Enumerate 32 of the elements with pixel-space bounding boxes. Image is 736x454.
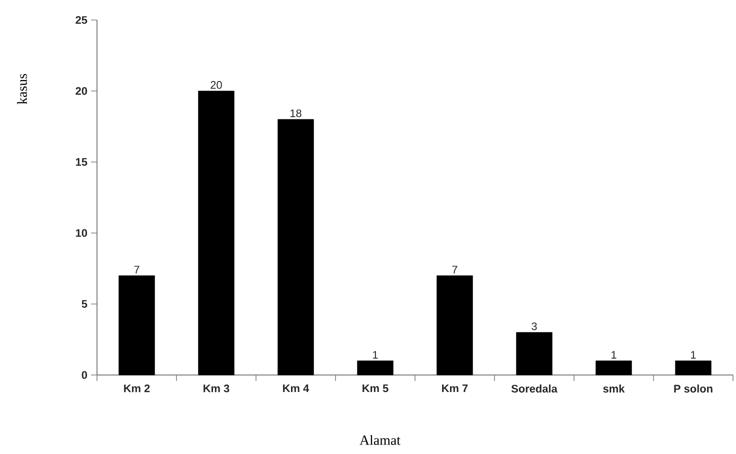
y-tick-label: 10: [76, 229, 88, 237]
y-tick-label: 0: [82, 371, 88, 379]
bar: [516, 332, 552, 376]
x-tick-label: Km 7: [442, 384, 468, 392]
x-tick-label: Km 4: [283, 384, 310, 392]
x-tick-label: smk: [603, 384, 625, 393]
bar: [596, 360, 632, 376]
data-label: 7: [134, 266, 140, 274]
x-tick-label: Soredala: [511, 384, 558, 393]
bar: [357, 360, 394, 376]
data-label: 1: [612, 351, 616, 359]
data-label: 18: [290, 109, 302, 118]
bar: [675, 360, 712, 376]
y-axis-title: kasus: [17, 74, 27, 104]
data-label: 7: [452, 266, 458, 274]
x-tick-label: Km 2: [124, 384, 150, 392]
x-tick-label: P solon: [674, 384, 712, 393]
bar: [118, 275, 155, 376]
x-tick-label: Km 5: [362, 384, 388, 392]
bar: [436, 275, 473, 376]
data-label: 1: [691, 351, 696, 359]
y-tick-label: 20: [76, 87, 88, 95]
data-label: 1: [373, 351, 378, 359]
x-axis-title: Alamat: [360, 435, 400, 445]
bar: [278, 119, 314, 376]
y-tick-label: 5: [82, 300, 88, 308]
x-tick-label: Km 3: [204, 384, 230, 392]
y-tick-label: 25: [76, 16, 88, 24]
bar: [198, 90, 234, 376]
y-tick-label: 15: [76, 158, 88, 166]
data-label: 3: [532, 322, 537, 330]
data-label: 20: [210, 81, 222, 89]
